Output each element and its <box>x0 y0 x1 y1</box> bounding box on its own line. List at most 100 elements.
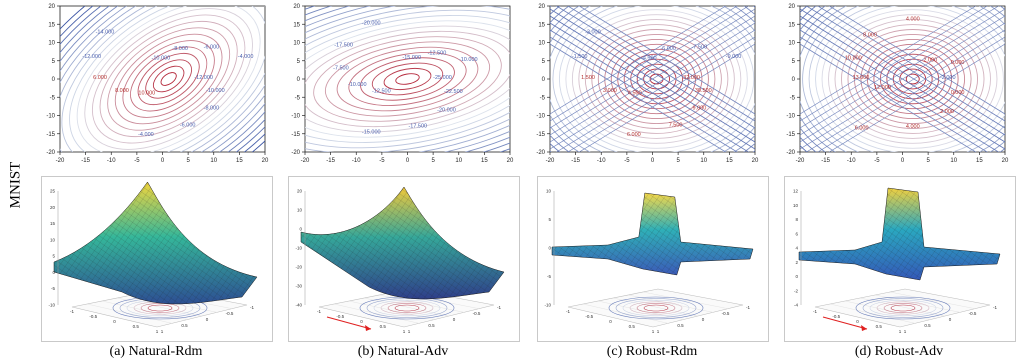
contour-line <box>597 34 716 124</box>
contour-label: 1.500 <box>581 75 595 81</box>
x-tick-label: -10 <box>352 158 361 164</box>
contour-label: -20.000 <box>437 107 456 113</box>
contour-line <box>60 6 265 152</box>
x-tick-label: -5 <box>624 158 630 164</box>
x-tick-label: -0.5 <box>336 314 344 319</box>
x-tick-label: 15 <box>481 158 488 164</box>
x-tick-label: -10 <box>597 158 606 164</box>
contour-line <box>815 6 1005 152</box>
x-tick-label: 1 <box>403 329 406 334</box>
contour-label: 3.000 <box>603 88 617 94</box>
contour-line <box>800 8 1005 136</box>
contour-line <box>550 6 738 122</box>
contour-line <box>84 8 253 150</box>
x-tick-label: -10 <box>107 158 116 164</box>
x-tick-label: -10 <box>847 158 856 164</box>
z-tick-label: 0 <box>299 227 302 232</box>
contour-line <box>336 46 479 112</box>
y-tick-label: 0 <box>949 317 952 322</box>
y-tick-label: -20 <box>786 150 795 156</box>
y-tick-label: 0 <box>206 317 209 322</box>
x-tick-label: 5 <box>186 158 190 164</box>
contour-line <box>853 34 972 124</box>
contour-line <box>395 73 420 85</box>
contour-line <box>808 6 1005 152</box>
contour-plot-b: -25.000 -22.500 -20.000 -17.500 -15.000 -12.5… <box>291 4 514 164</box>
contour-line <box>834 19 991 139</box>
contour-line <box>584 24 729 134</box>
contour-label: -10.000 <box>206 88 225 94</box>
x-tick-label: -1 <box>813 309 817 314</box>
floor-contour <box>140 303 180 313</box>
z-tick-label: 0 <box>52 270 55 275</box>
contour-frame <box>59 5 266 153</box>
y-tick-label: 1 <box>408 329 411 334</box>
x-tick-label: 10 <box>700 158 707 164</box>
z-tick-label: 20 <box>297 189 303 194</box>
contour-line <box>61 6 265 152</box>
y-tick-label: -20 <box>46 150 55 156</box>
contour-line <box>800 6 977 115</box>
x-tick-label: 0.5 <box>380 324 387 329</box>
y-tick-label: 5 <box>792 59 796 65</box>
x-tick-label: -5 <box>379 158 385 164</box>
x-tick-label: 5 <box>431 158 435 164</box>
contour-plot-d: -2.000 0.000 2.000 4.000 6.000 12.000 13.000 10… <box>786 4 1009 164</box>
x-tick-label: -1 <box>70 309 74 314</box>
x-tick-label: 1 <box>652 329 655 334</box>
contour-line <box>114 33 223 125</box>
contour-line <box>800 6 988 122</box>
x-tick-label: 0 <box>609 319 612 324</box>
contour-line <box>305 20 510 138</box>
y-tick-label: 1 <box>161 329 164 334</box>
contour-line <box>69 6 265 152</box>
y-tick-label: -10 <box>291 114 300 120</box>
y-tick-label: 5 <box>297 59 301 65</box>
y-tick-label: -0.5 <box>473 311 481 316</box>
floor-contour <box>890 304 916 312</box>
y-tick-label: 10 <box>48 41 55 47</box>
contour-line <box>360 57 455 101</box>
contour-label: -22.500 <box>444 89 463 95</box>
contour-line <box>107 27 231 131</box>
y-tick-label: 0.5 <box>677 323 684 328</box>
y-tick-label: -10 <box>786 114 795 120</box>
y-tick-label: -15 <box>46 132 55 138</box>
contour-line <box>76 6 261 152</box>
floor-contour <box>615 298 697 318</box>
contour-line <box>847 29 979 129</box>
contour-label: 6.000 <box>93 75 107 81</box>
contour-line <box>550 15 755 143</box>
contour-label: -2.000 <box>940 75 956 81</box>
contour-line <box>567 36 755 152</box>
y-tick-label: 15 <box>48 22 55 28</box>
contour-line <box>604 38 709 120</box>
y-tick-label: -5 <box>540 95 546 101</box>
surface-floor <box>814 288 991 328</box>
caption-c: (c) Robust-Rdm <box>606 344 698 359</box>
contour-line <box>649 73 664 85</box>
contour-line <box>122 40 215 118</box>
y-tick-label: 20 <box>293 4 300 10</box>
y-tick-label: -1 <box>746 305 750 310</box>
floor-contour <box>147 304 173 312</box>
z-tick-label: -5 <box>51 286 55 291</box>
y-tick-label: 0 <box>702 317 705 322</box>
y-tick-label: -15 <box>291 132 300 138</box>
surface-plot-a: 25 20 15 10 5 0 -5 -10 -1 -0.5 0 0.5 1 1 0.5 0 -0.5 -1 <box>41 176 273 342</box>
contour-line <box>905 73 920 85</box>
floor-contour <box>380 301 434 315</box>
floor-contour <box>629 301 683 315</box>
contour-line <box>160 72 177 86</box>
contour-line <box>610 43 703 115</box>
contour-label: 0.000 <box>951 60 965 66</box>
surface-plot-c: 10 5 0 -5 -10 -1 -0.5 0 0.5 1 1 0.5 0 -0.5 -1 <box>537 176 769 342</box>
surface-floor <box>567 288 744 328</box>
x-tick-label: 5 <box>676 158 680 164</box>
contour-label: 32.000 <box>683 75 700 81</box>
contour-label: 6.000 <box>627 132 641 138</box>
y-tick-label: 0 <box>792 77 796 83</box>
contour-label: -17.500 <box>408 123 427 129</box>
x-tick-label: -5 <box>134 158 140 164</box>
contour-label: -7.500 <box>692 44 708 50</box>
